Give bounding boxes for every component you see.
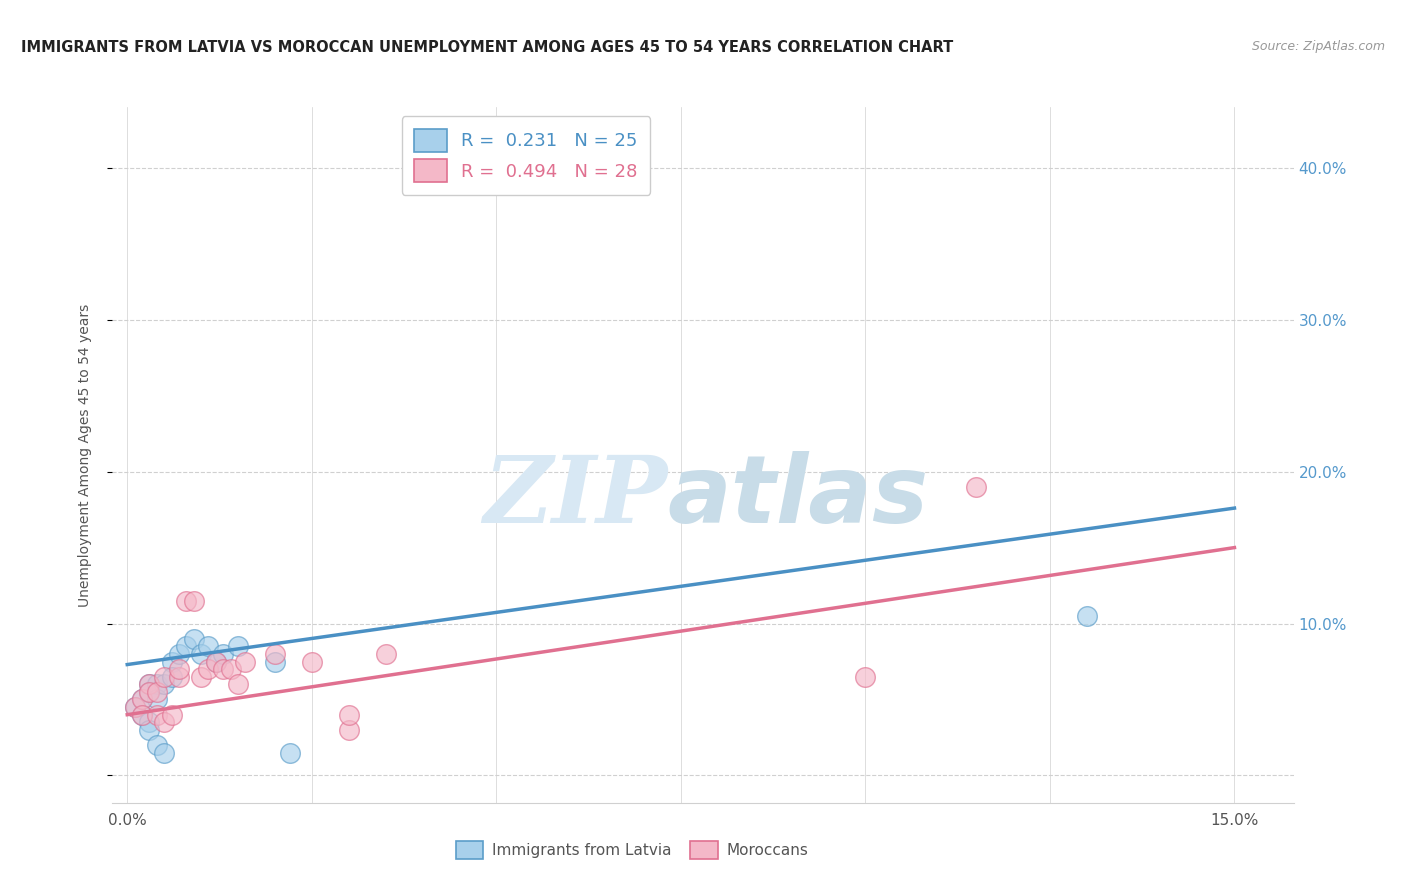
Point: [205, 655, 228, 669]
Point: [160, 670, 183, 684]
Point: [167, 647, 190, 661]
Point: [138, 677, 160, 691]
Point: [124, 700, 146, 714]
Point: [212, 662, 235, 676]
Point: [167, 662, 190, 676]
Point: [138, 685, 160, 699]
Point: [174, 593, 197, 607]
Point: [190, 670, 212, 684]
Text: ZIP: ZIP: [484, 451, 668, 541]
Point: [374, 647, 396, 661]
Point: [146, 707, 169, 722]
Point: [146, 692, 169, 706]
Point: [205, 655, 228, 669]
Point: [131, 692, 153, 706]
Point: [167, 670, 190, 684]
Point: [278, 746, 301, 760]
Point: [124, 700, 146, 714]
Point: [153, 715, 176, 730]
Point: [855, 670, 877, 684]
Point: [138, 677, 160, 691]
Point: [233, 655, 257, 669]
Legend: Immigrants from Latvia, Moroccans: Immigrants from Latvia, Moroccans: [450, 835, 814, 864]
Point: [146, 685, 169, 699]
Point: [160, 707, 183, 722]
Point: [153, 670, 176, 684]
Point: [226, 640, 249, 654]
Point: [1076, 609, 1098, 624]
Point: [146, 738, 169, 752]
Point: [197, 662, 219, 676]
Point: [337, 723, 360, 737]
Point: [219, 662, 242, 676]
Point: [131, 707, 153, 722]
Point: [138, 723, 160, 737]
Point: [138, 715, 160, 730]
Point: [183, 593, 205, 607]
Point: [212, 647, 235, 661]
Point: [965, 480, 987, 494]
Point: [183, 632, 205, 646]
Y-axis label: Unemployment Among Ages 45 to 54 years: Unemployment Among Ages 45 to 54 years: [77, 303, 91, 607]
Point: [264, 655, 287, 669]
Point: [153, 677, 176, 691]
Point: [190, 647, 212, 661]
Point: [174, 640, 197, 654]
Point: [131, 707, 153, 722]
Text: Source: ZipAtlas.com: Source: ZipAtlas.com: [1251, 40, 1385, 54]
Point: [131, 692, 153, 706]
Point: [160, 655, 183, 669]
Point: [301, 655, 323, 669]
Point: [337, 707, 360, 722]
Text: IMMIGRANTS FROM LATVIA VS MOROCCAN UNEMPLOYMENT AMONG AGES 45 TO 54 YEARS CORREL: IMMIGRANTS FROM LATVIA VS MOROCCAN UNEMP…: [21, 40, 953, 55]
Point: [226, 677, 249, 691]
Text: atlas: atlas: [668, 450, 929, 542]
Point: [153, 746, 176, 760]
Point: [264, 647, 287, 661]
Point: [197, 640, 219, 654]
Point: [146, 677, 169, 691]
Point: [138, 685, 160, 699]
